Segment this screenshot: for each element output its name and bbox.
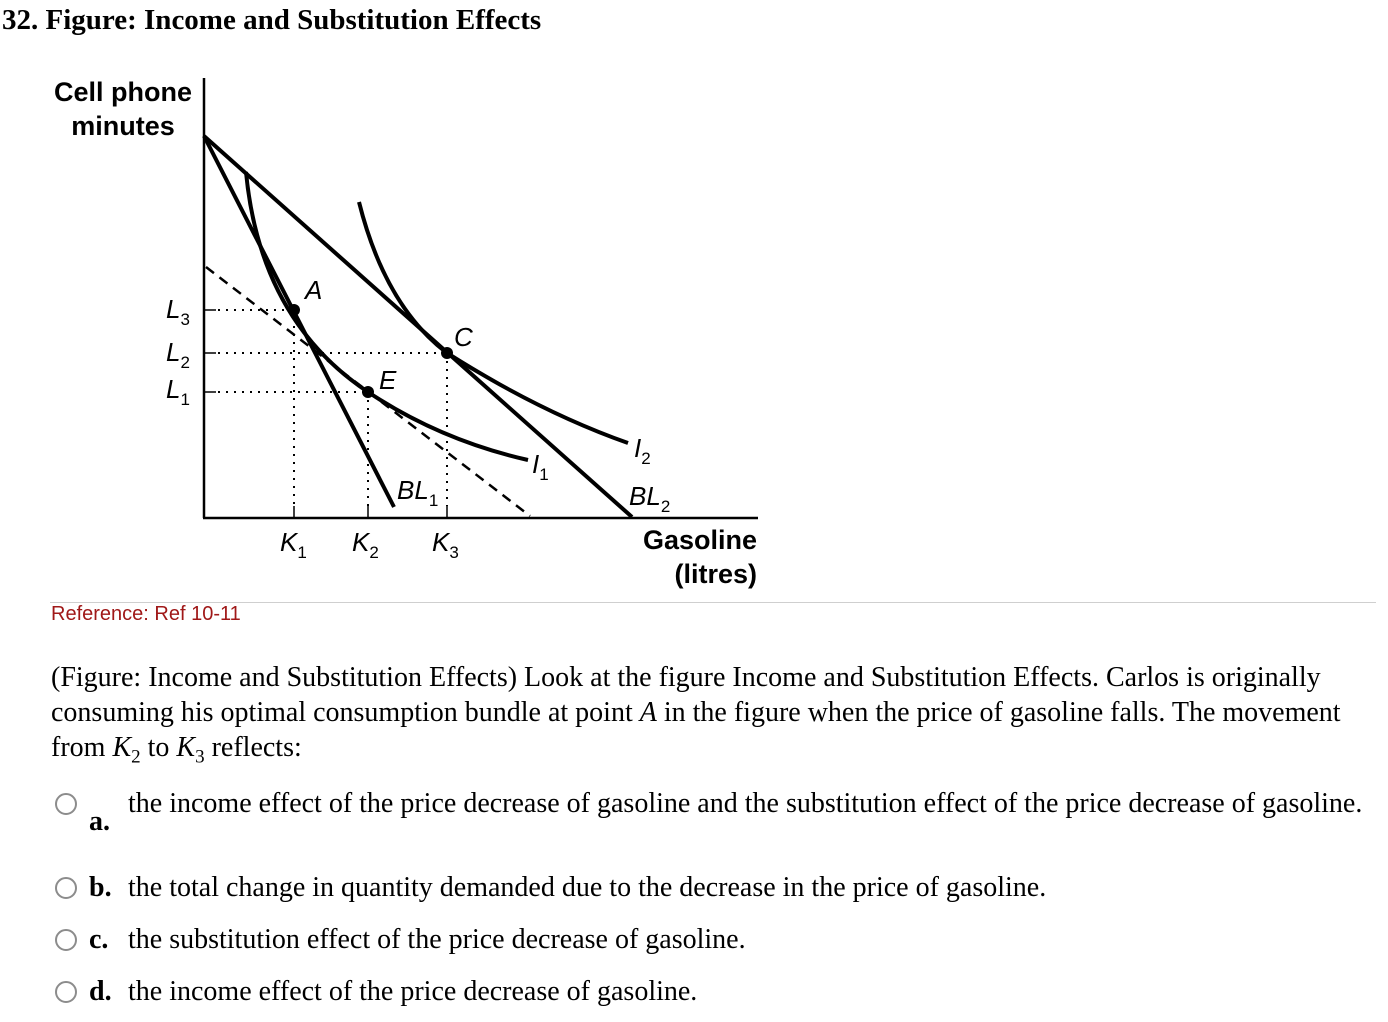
option-letter-d: d. [89,976,112,1007]
curve-label-i2: I2 [634,433,651,468]
radio-button-c[interactable] [55,929,77,951]
indifference-curve-i1 [244,171,529,462]
stem-intro: (Figure: Income and Substitution Effects… [51,662,1321,728]
radio-button-b[interactable] [55,877,77,899]
section-divider [50,602,1376,603]
option-text-d[interactable]: the income effect of the price decrease … [128,976,698,1007]
radio-button-a[interactable] [55,793,77,815]
radio-button-d[interactable] [55,981,77,1003]
figure-svg: Cell phone minutes Gasoline (litres) [54,77,758,589]
y-axis-label-line2: minutes [71,111,175,141]
y-tick-label-l3: L3 [166,294,190,329]
point-a-label: A [303,275,322,305]
indifference-curve-i2 [357,201,629,445]
x-tick-label-k2: K2 [352,527,379,562]
stem-to: to [140,732,177,763]
point-c-marker [441,347,453,359]
x-tick-label-k1: K1 [280,527,307,562]
question-title: 32. Figure: Income and Substitution Effe… [2,4,542,36]
budget-line-bl1 [202,135,396,508]
x-axis-label-line1: Gasoline [643,525,757,555]
point-a-marker [288,304,300,316]
question-stem: (Figure: Income and Substitution Effects… [51,660,1351,775]
stem-k3-sub: 3 [195,746,205,768]
x-tick-label-k3: K3 [432,527,459,562]
point-e-marker [362,386,374,398]
curve-label-bl1: BL1 [397,475,438,510]
option-letter-b: b. [89,872,112,903]
stem-middle: in the figure when the price of gasoline… [51,697,1341,763]
y-tick-label-l2: L2 [166,337,190,372]
curve-label-i1: I1 [532,449,549,484]
stem-end: reflects: [204,732,302,763]
option-text-b[interactable]: the total change in quantity demanded du… [128,872,1047,903]
y-axis-label-line1: Cell phone [54,77,192,107]
point-c-label: C [454,322,473,352]
point-e-label: E [379,365,397,395]
x-axis-label-line2: (litres) [674,559,757,589]
option-letter-a: a. [89,806,110,837]
stem-k2-sub: 2 [131,746,141,768]
guide-lines [218,309,448,506]
reference-note: Reference: Ref 10-11 [51,603,241,625]
stem-k2: K [112,732,132,763]
y-tick-label-l1: L1 [166,374,190,409]
option-letter-c: c. [89,924,109,955]
stem-point: A [639,697,657,728]
option-text-a[interactable]: the income effect of the price decrease … [128,788,1363,819]
curve-label-bl2: BL2 [629,481,670,516]
option-text-c[interactable]: the substitution effect of the price dec… [128,924,746,955]
stem-k3: K [176,732,196,763]
income-substitution-figure: Cell phone minutes Gasoline (litres) [0,60,800,600]
